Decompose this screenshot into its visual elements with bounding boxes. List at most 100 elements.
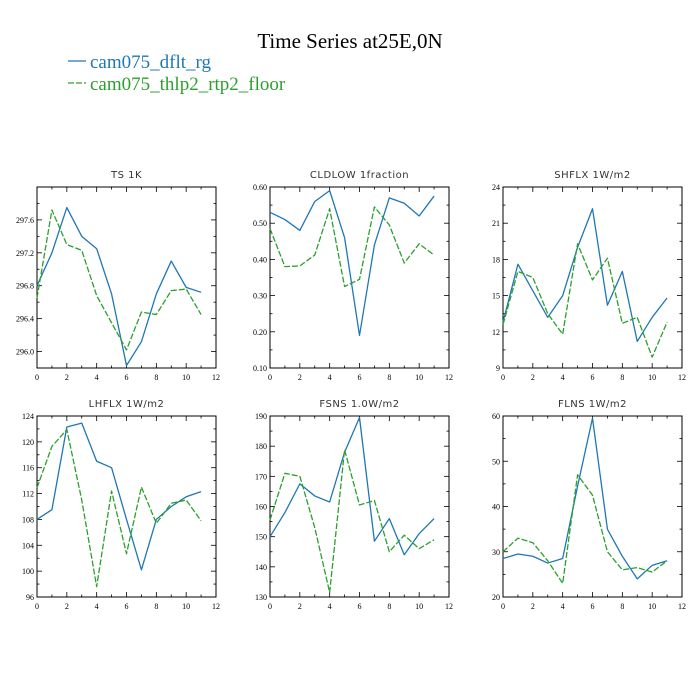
series-line-1 <box>502 243 668 358</box>
y-tick-label: 20 <box>492 593 500 602</box>
x-tick-label: 4 <box>328 602 332 611</box>
x-tick-label: 0 <box>501 602 505 611</box>
x-tick-label: 2 <box>298 602 302 611</box>
panel-title: CLDLOW 1fraction <box>310 170 409 181</box>
legend-label-0: cam075_dflt_rg <box>90 52 212 73</box>
x-tick-label: 6 <box>358 373 362 382</box>
x-tick-label: 2 <box>65 602 69 611</box>
y-tick-label: 0.50 <box>253 219 267 228</box>
series-line-0 <box>269 189 435 337</box>
y-tick-label: 0.10 <box>253 364 267 373</box>
x-tick-label: 6 <box>358 602 362 611</box>
x-tick-label: 12 <box>445 373 453 382</box>
x-tick-label: 4 <box>328 373 332 382</box>
x-tick-label: 4 <box>561 602 565 611</box>
y-tick-label: 0.20 <box>253 328 267 337</box>
y-tick-label: 170 <box>255 472 267 481</box>
y-tick-label: 190 <box>255 412 267 421</box>
x-tick-label: 8 <box>387 373 391 382</box>
series-line-0 <box>502 417 668 580</box>
panel-title: FSNS 1.0W/m2 <box>319 399 399 410</box>
y-tick-label: 30 <box>492 548 500 557</box>
legend: cam075_dflt_rg cam075_thlp2_rtp2_floor <box>68 52 286 95</box>
series-line-1 <box>36 209 202 351</box>
y-tick-label: 120 <box>22 438 34 447</box>
x-tick-label: 4 <box>95 373 99 382</box>
x-tick-label: 10 <box>182 602 190 611</box>
y-tick-label: 104 <box>22 541 34 550</box>
x-tick-label: 8 <box>620 373 624 382</box>
y-tick-label: 160 <box>255 503 267 512</box>
x-tick-label: 6 <box>591 373 595 382</box>
figure-title: Time Series at25E,0N <box>257 29 442 53</box>
y-tick-label: 12 <box>492 328 500 337</box>
x-tick-label: 8 <box>154 602 158 611</box>
series-line-1 <box>36 428 202 588</box>
panel-title: TS 1K <box>110 170 142 181</box>
plot-frame <box>269 415 450 598</box>
x-tick-label: 2 <box>65 373 69 382</box>
x-tick-label: 0 <box>268 602 272 611</box>
x-tick-label: 4 <box>561 373 565 382</box>
y-tick-label: 116 <box>22 464 34 473</box>
y-tick-label: 296.8 <box>16 282 34 291</box>
y-tick-label: 24 <box>492 183 500 192</box>
x-tick-label: 10 <box>648 373 656 382</box>
x-tick-label: 12 <box>212 602 220 611</box>
y-tick-label: 296.0 <box>16 348 34 357</box>
x-tick-label: 10 <box>415 602 423 611</box>
panel-1: CLDLOW 1fraction 0 2 4 6 8 10 12 0.10 0.20 0.30 0.4… <box>253 170 453 382</box>
series-line-0 <box>36 206 202 367</box>
panel-3: LHFLX 1W/m2 0 2 4 6 8 10 12 96 100 104 108 112 116 120… <box>22 399 220 611</box>
x-tick-label: 2 <box>298 373 302 382</box>
panel-5: FLNS 1W/m2 0 2 4 6 8 10 12 20 30 40 50 60 <box>492 399 686 611</box>
x-tick-label: 8 <box>387 602 391 611</box>
series-line-0 <box>36 422 202 571</box>
x-tick-label: 6 <box>125 373 129 382</box>
panels: TS 1K0 2 4 6 8 10 12296.0296.4296.8297.2297.6C… <box>16 170 686 611</box>
panel-0: TS 1K 0 2 4 6 8 10 12 296.0 296.4 296.8 297.2 297.6 <box>16 170 220 382</box>
y-tick-label: 21 <box>492 219 500 228</box>
x-tick-label: 0 <box>35 602 39 611</box>
x-tick-label: 10 <box>648 602 656 611</box>
y-tick-label: 96 <box>26 593 34 602</box>
y-tick-label: 150 <box>255 533 267 542</box>
series-line-1 <box>269 449 435 594</box>
plot-frame <box>36 186 217 369</box>
y-tick-label: 140 <box>255 563 267 572</box>
panel-title: SHFLX 1W/m2 <box>554 170 630 181</box>
panel-title: LHFLX 1W/m2 <box>89 399 165 410</box>
y-tick-label: 18 <box>492 255 500 264</box>
x-tick-label: 2 <box>531 373 535 382</box>
panel-4: FSNS 1.0W/m2 0 2 4 6 8 10 12 130 140 150 160 170 180 1… <box>255 399 453 611</box>
x-tick-label: 12 <box>212 373 220 382</box>
legend-label-1: cam075_thlp2_rtp2_floor <box>90 74 286 95</box>
y-tick-label: 108 <box>22 515 34 524</box>
y-tick-label: 130 <box>255 593 267 602</box>
x-tick-label: 12 <box>678 602 686 611</box>
y-tick-label: 50 <box>492 457 500 466</box>
y-tick-label: 9 <box>496 364 500 373</box>
y-tick-label: 296.4 <box>16 315 34 324</box>
x-tick-label: 4 <box>95 602 99 611</box>
x-tick-label: 12 <box>678 373 686 382</box>
x-tick-label: 0 <box>268 373 272 382</box>
x-tick-label: 6 <box>591 602 595 611</box>
x-tick-label: 12 <box>445 602 453 611</box>
y-tick-label: 297.6 <box>16 216 34 225</box>
y-tick-label: 297.2 <box>16 249 34 258</box>
plot-frame <box>502 186 683 369</box>
x-tick-label: 0 <box>501 373 505 382</box>
y-tick-label: 0.60 <box>253 183 267 192</box>
y-tick-label: 15 <box>492 292 500 301</box>
y-tick-label: 60 <box>492 412 500 421</box>
y-tick-label: 40 <box>492 503 500 512</box>
panel-title: FLNS 1W/m2 <box>558 399 627 410</box>
y-tick-label: 0.40 <box>253 255 267 264</box>
series-line-0 <box>502 208 668 343</box>
y-tick-label: 0.30 <box>253 292 267 301</box>
series-line-1 <box>502 474 668 585</box>
x-tick-label: 6 <box>125 602 129 611</box>
